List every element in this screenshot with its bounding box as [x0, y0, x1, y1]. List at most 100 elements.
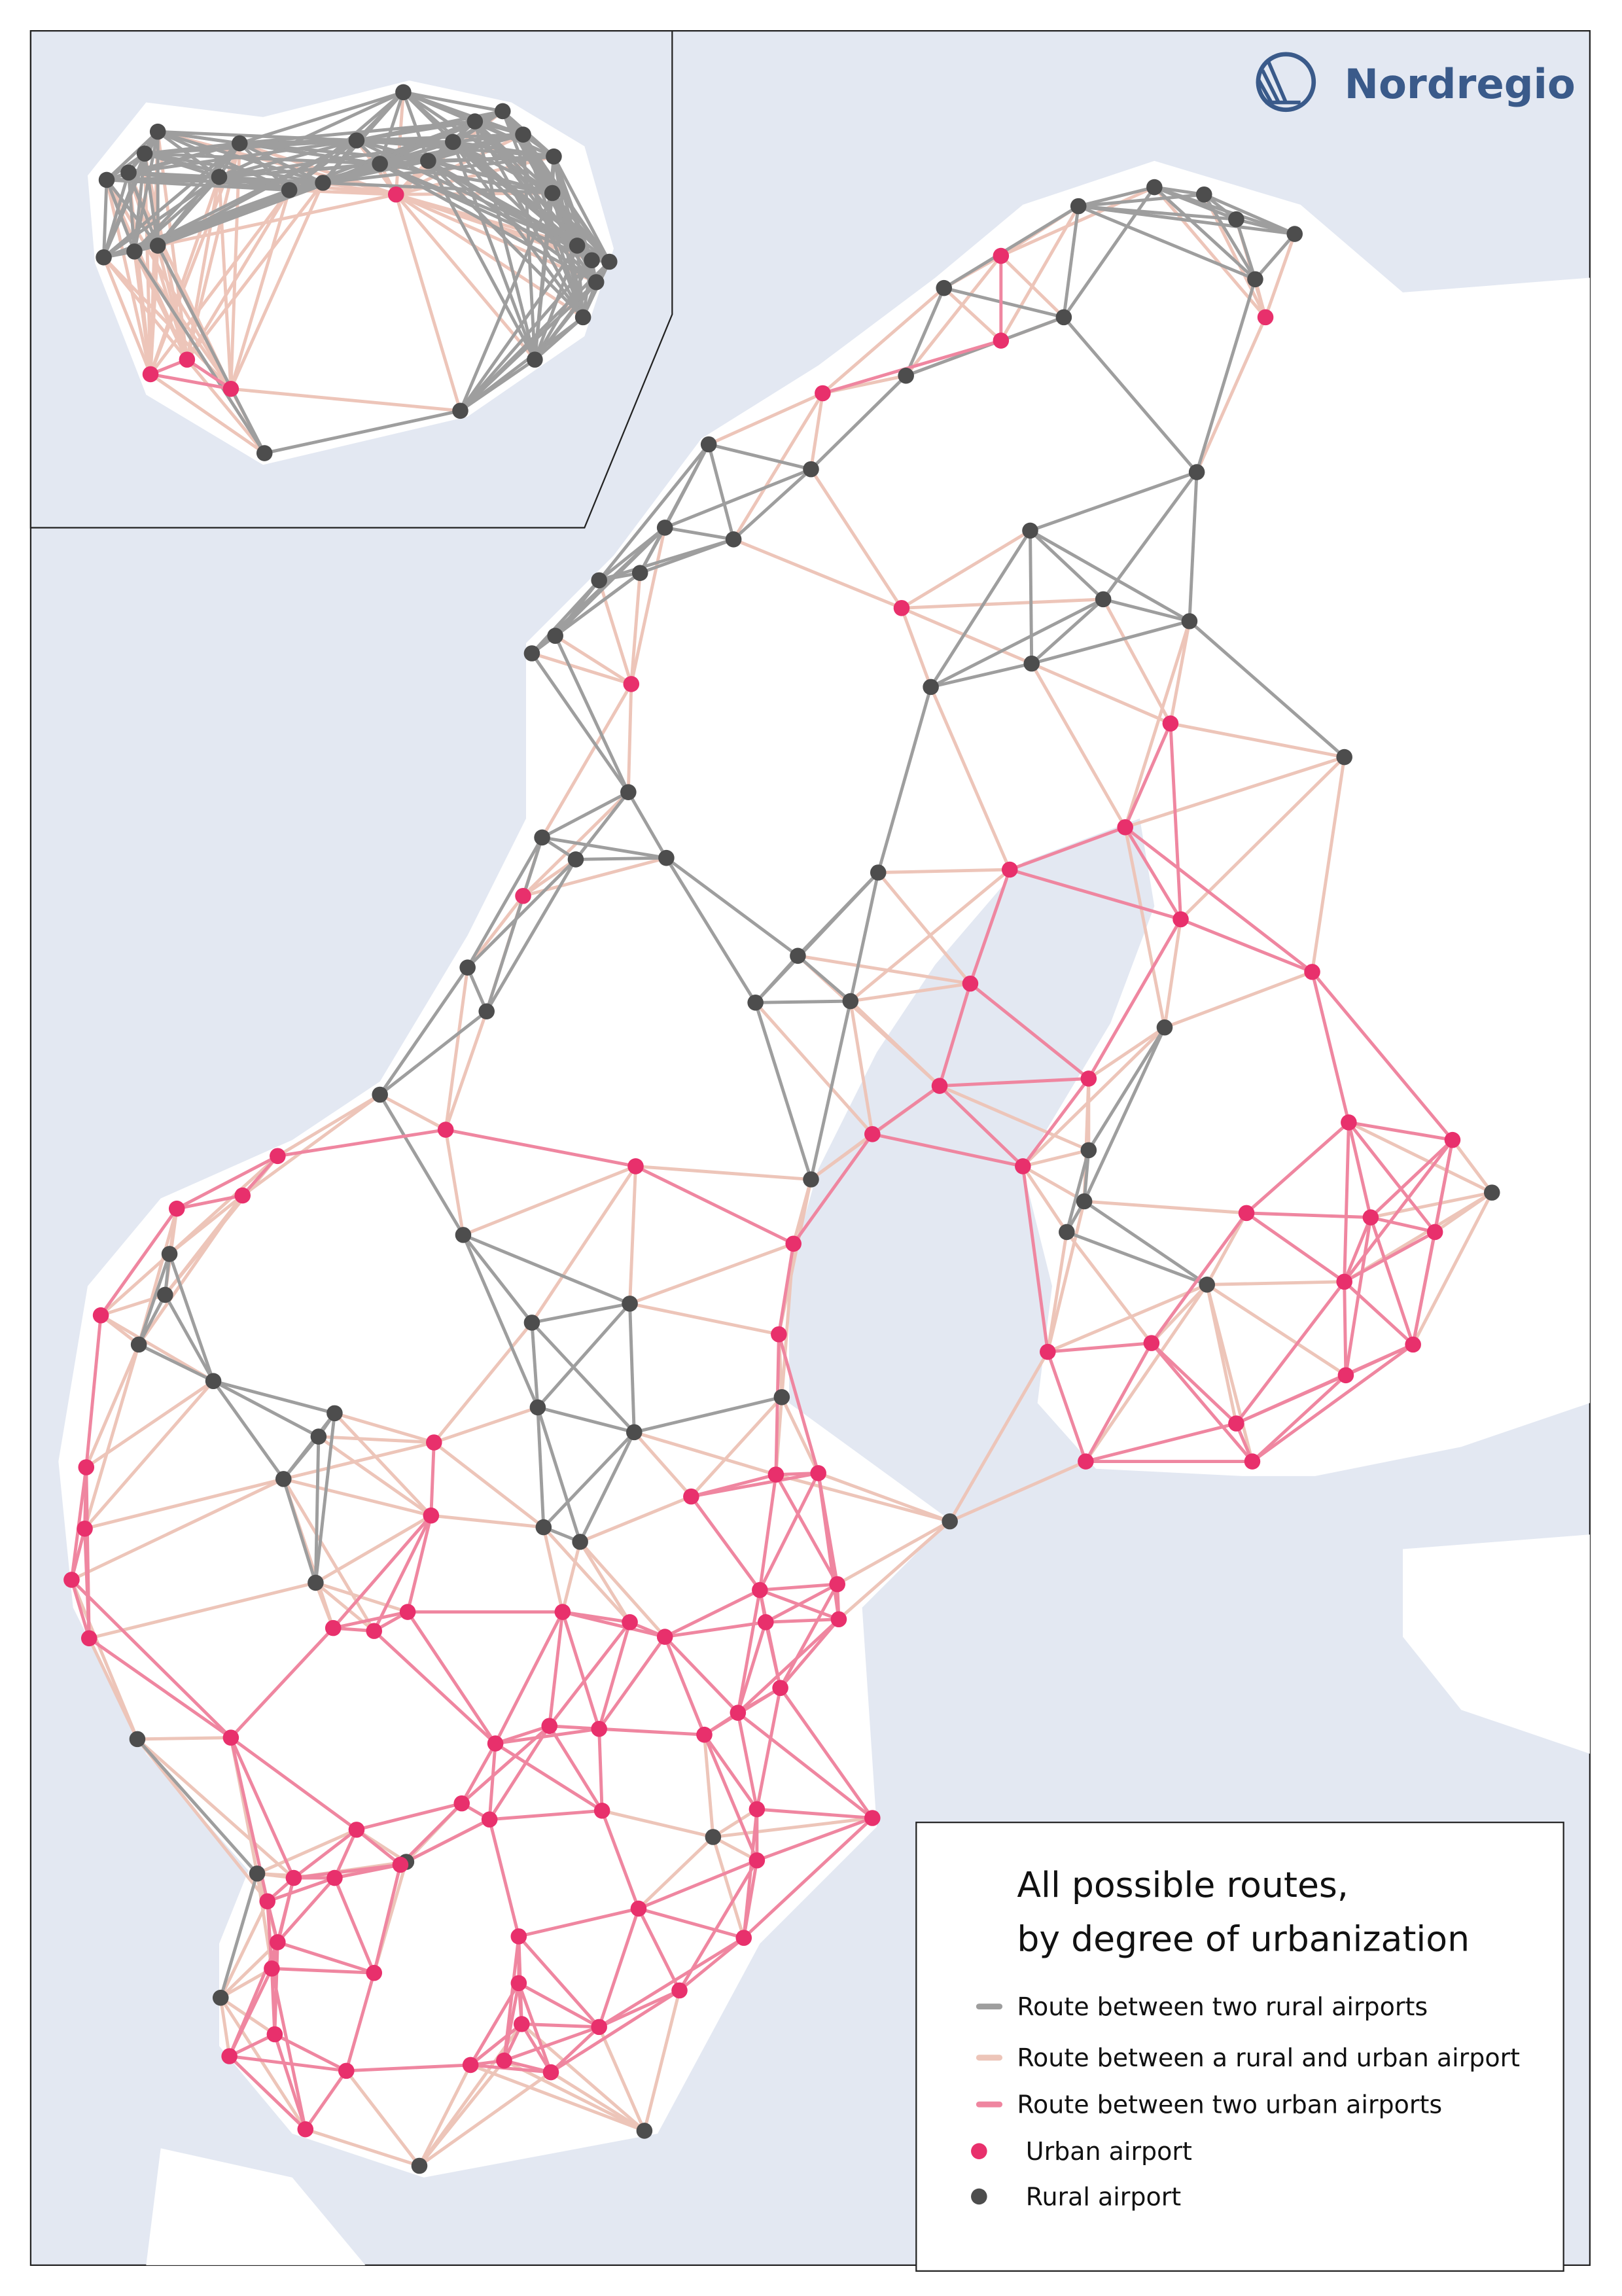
route-rural-rural [1235, 219, 1257, 280]
route-rural-urban [417, 2064, 472, 2167]
route-urban-urban [495, 1724, 550, 1745]
route-urban-urban [1251, 1343, 1415, 1463]
route-urban-urban [228, 2055, 307, 2130]
route-urban-urban [1235, 1280, 1346, 1424]
urban-airport [554, 1604, 571, 1620]
urban-airport [993, 332, 1010, 349]
route-rural-urban [711, 1836, 746, 1939]
urban-airport [92, 1307, 109, 1324]
route-rural-urban [431, 1513, 544, 1529]
route-rural-urban [1207, 1280, 1345, 1286]
urban-airport [627, 1158, 644, 1174]
route-urban-urban [743, 1816, 873, 1939]
rural-airport [523, 645, 540, 662]
urban-airport [510, 1975, 527, 1992]
route-rural-rural [664, 526, 734, 541]
route-rural-urban [1087, 1026, 1166, 1080]
rural-airport [1483, 1184, 1500, 1201]
route-rural-rural [427, 133, 524, 163]
urban-airport [179, 351, 196, 368]
route-rural-urban [540, 683, 633, 839]
route-rural-urban [637, 1835, 714, 1910]
route-rural-rural [665, 857, 757, 1004]
route-rural-urban [444, 967, 470, 1130]
route-rural-urban [71, 1477, 285, 1581]
route-urban-urban [550, 2026, 601, 2074]
route-rural-urban [102, 256, 188, 361]
urban-airport [772, 1680, 788, 1696]
route-urban-urban [690, 1472, 819, 1498]
rural-airport [395, 84, 412, 101]
urban-airport [1362, 1209, 1379, 1226]
route-rural-rural [402, 90, 503, 113]
rural-airport [1199, 1277, 1216, 1293]
route-urban-urban [774, 1334, 781, 1475]
route-rural-rural [550, 192, 585, 318]
route-urban-urban [84, 1315, 103, 1468]
route-urban-urban [1343, 1122, 1350, 1282]
route-rural-urban [578, 1541, 631, 1623]
mainland-airports [63, 179, 1500, 2174]
route-rural-urban [133, 251, 189, 361]
route-rural-rural [707, 444, 735, 540]
route-rural-urban [432, 1441, 545, 1528]
urban-airport [771, 1326, 787, 1343]
route-urban-urban [346, 2063, 471, 2073]
urban-airport [221, 2048, 238, 2064]
route-rural-urban [282, 1478, 376, 1632]
rural-airport [1286, 226, 1303, 242]
rural-airport [281, 182, 298, 198]
rural-airport [157, 1286, 173, 1303]
rural-airport [310, 1428, 327, 1445]
route-rural-rural [164, 1294, 215, 1382]
route-rural-urban [579, 1494, 692, 1544]
route-rural-urban [1123, 620, 1191, 828]
route-rural-urban [554, 634, 633, 686]
route-urban-urban [1169, 723, 1182, 920]
rural-airport [275, 1471, 292, 1487]
urban-airport [683, 1488, 699, 1505]
route-urban-urban [293, 1863, 401, 1880]
rural-airport [631, 565, 648, 581]
route-urban-urban [1021, 1166, 1049, 1352]
route-rural-urban [1451, 1139, 1494, 1194]
route-rural-urban [1046, 1201, 1086, 1352]
route-urban-urban [1124, 826, 1314, 974]
route-urban-urban [817, 1473, 841, 1620]
route-urban-urban [562, 1610, 665, 1638]
urban-airport [1172, 911, 1189, 928]
route-rural-rural [1188, 620, 1346, 758]
urban-airport [515, 887, 531, 904]
route-rural-urban [877, 871, 972, 985]
urban-airport [623, 676, 640, 692]
urban-airport [1162, 715, 1179, 732]
legend-urban-route-label: Route between two urban airports [1017, 2091, 1442, 2119]
route-urban-urban [756, 1807, 873, 1820]
route-rural-urban [629, 1242, 794, 1305]
urban-airport [541, 1718, 558, 1735]
route-rural-rural [313, 1413, 336, 1583]
route-rural-rural [264, 409, 461, 455]
urban-airport [893, 600, 910, 616]
route-urban-urban [469, 2022, 523, 2066]
route-rural-urban [84, 1343, 141, 1468]
route-urban-urban [765, 1582, 838, 1624]
route-rural-rural [1078, 185, 1155, 208]
route-rural-rural [849, 872, 880, 1002]
route-rural-urban [1000, 255, 1065, 319]
urban-airport [749, 1852, 766, 1869]
route-urban-urban [1343, 1139, 1454, 1283]
route-urban-urban [737, 1711, 873, 1820]
route-urban-urban [550, 1988, 680, 2074]
route-rural-rural [459, 281, 597, 412]
route-rural-urban [168, 1154, 279, 1256]
route-urban-urban [304, 2070, 348, 2130]
route-rural-urban [394, 194, 462, 412]
route-rural-urban [1150, 1283, 1208, 1345]
urban-airport [270, 1934, 286, 1951]
rural-airport [898, 367, 914, 384]
route-rural-rural [1083, 1199, 1208, 1286]
rural-airport [705, 1829, 722, 1845]
rural-airport [588, 274, 605, 291]
rural-airport [636, 2123, 653, 2139]
